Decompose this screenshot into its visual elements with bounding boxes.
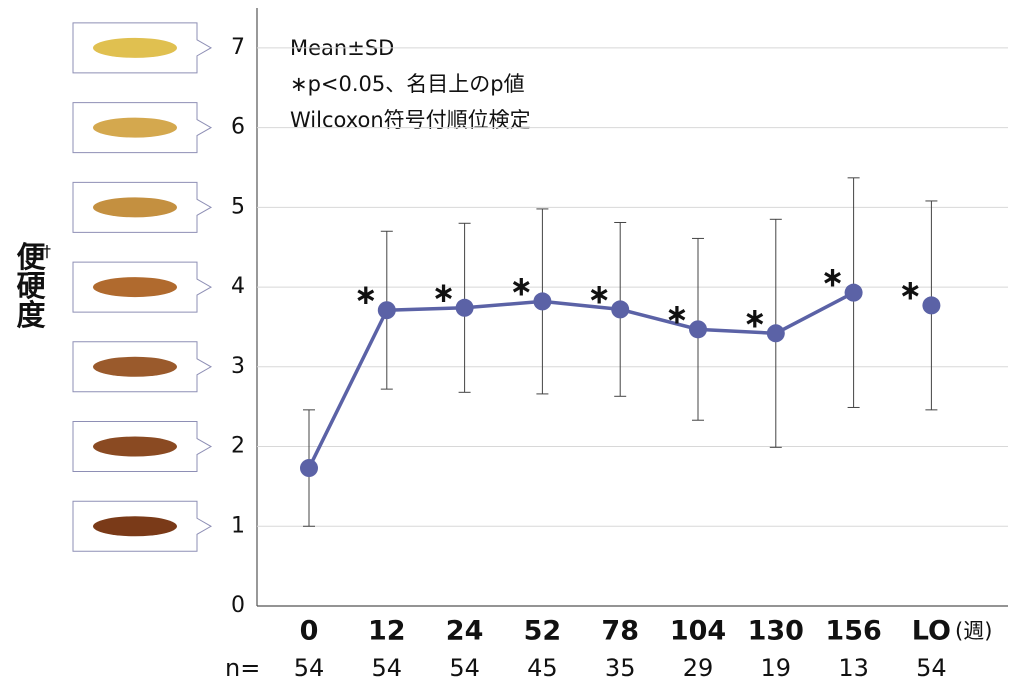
significance-mark: ∗ (899, 273, 922, 306)
point (533, 292, 552, 311)
y-tick-label: 2 (231, 434, 245, 459)
point (689, 320, 707, 339)
point (455, 298, 474, 317)
x-tick-label: 12 (368, 616, 406, 647)
y-tick-label: 0 (231, 593, 245, 618)
n-value: 54 (449, 654, 480, 682)
y-tick-label: 6 (231, 115, 245, 140)
x-tick-label: 130 (748, 616, 804, 647)
n-value: 45 (527, 654, 558, 682)
x-tick-label: 104 (670, 616, 726, 647)
significance-mark: ∗ (354, 278, 377, 311)
n-value: 29 (683, 654, 714, 682)
stool-image (93, 117, 177, 138)
n-value: 35 (605, 654, 636, 682)
line (307, 291, 855, 469)
y-tick-label: 3 (231, 354, 245, 379)
stool-image (93, 436, 177, 457)
y-tick-label: 7 (231, 35, 245, 60)
note: ∗p<0.05、名目上のp値 (290, 72, 525, 96)
n-value: 13 (838, 654, 869, 682)
n-value: 19 (761, 654, 792, 682)
y-axis-label-mark: † (43, 242, 51, 261)
significance-mark: ∗ (432, 276, 455, 309)
stool-image (93, 356, 177, 377)
n-value: 54 (294, 654, 325, 682)
stool-image (93, 516, 177, 537)
significance-mark: ∗ (821, 261, 844, 294)
point (922, 296, 941, 315)
significance-mark: ∗ (743, 301, 766, 334)
x-tick-label: 156 (825, 616, 881, 647)
note: Wilcoxon符号付順位検定 (290, 108, 531, 132)
stool-image (93, 197, 177, 218)
point (377, 301, 396, 320)
x-tick-label: LO (912, 616, 951, 647)
x-tick-label: 0 (300, 616, 319, 647)
significance-mark: ∗ (510, 269, 533, 302)
y-axis-label: 便硬度 (12, 241, 46, 329)
stool-image (93, 37, 177, 58)
x-tick-label: 24 (446, 616, 484, 647)
y-tick-label: 1 (231, 513, 245, 538)
n-label: n= (225, 654, 260, 682)
n-value: 54 (372, 654, 403, 682)
x-unit: (週) (955, 619, 992, 643)
significance-mark: ∗ (587, 277, 610, 310)
x-tick-label: 52 (524, 616, 562, 647)
point (844, 283, 863, 302)
stool-image (93, 277, 177, 298)
point (611, 300, 630, 319)
y-tick-label: 5 (231, 194, 245, 219)
y-tick-label: 4 (231, 274, 245, 299)
x-tick-label: 78 (601, 616, 639, 647)
point (766, 324, 785, 343)
n-value: 54 (916, 654, 947, 682)
point (300, 459, 318, 478)
significance-mark: ∗ (665, 297, 688, 330)
